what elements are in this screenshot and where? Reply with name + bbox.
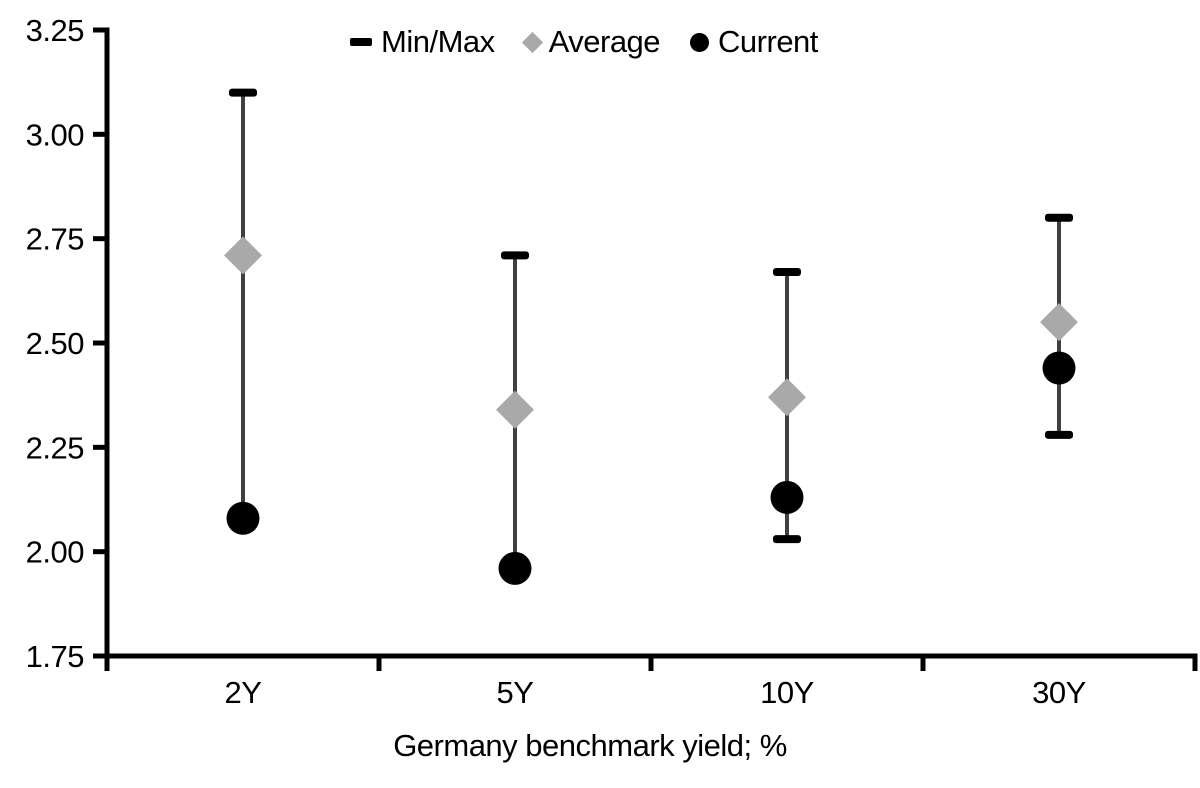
max-cap-5Y [501, 251, 529, 260]
legend-label-current: Current [718, 24, 818, 59]
average-marker-30Y [1040, 303, 1078, 342]
current-marker-2Y [226, 501, 260, 535]
y-tick-label: 3.00 [26, 117, 85, 152]
average-marker-2Y [224, 236, 262, 275]
current-circle-icon [690, 32, 710, 52]
chart-legend: Min/Max Average Current [350, 22, 818, 62]
current-marker-30Y [1042, 351, 1076, 385]
legend-label-average: Average [548, 24, 661, 59]
x-category-label: 2Y [225, 675, 262, 710]
y-tick-label: 3.25 [26, 13, 84, 48]
average-diamond-icon [521, 31, 543, 53]
min-cap-30Y [1045, 430, 1073, 439]
min-cap-10Y [773, 535, 801, 544]
average-marker-5Y [496, 390, 534, 429]
max-cap-10Y [773, 268, 801, 277]
y-tick-label: 2.50 [26, 326, 85, 361]
legend-label-minmax: Min/Max [381, 24, 495, 59]
y-tick-label: 2.00 [26, 535, 85, 570]
x-axis-title: Germany benchmark yield; % [393, 728, 787, 763]
minmax-dash-icon [350, 38, 372, 46]
x-category-label: 30Y [1032, 675, 1086, 710]
y-tick-label: 1.75 [26, 639, 84, 674]
y-tick-label: 2.75 [26, 222, 84, 257]
current-marker-5Y [498, 551, 532, 585]
y-tick-label: 2.25 [26, 430, 84, 465]
max-cap-2Y [229, 88, 257, 97]
legend-item-minmax: Min/Max [350, 24, 495, 60]
average-marker-10Y [768, 378, 806, 417]
x-category-label: 5Y [497, 675, 534, 710]
legend-item-average: Average [521, 24, 661, 60]
x-category-label: 10Y [760, 675, 814, 710]
current-marker-10Y [770, 480, 804, 514]
legend-item-current: Current [690, 24, 818, 60]
max-cap-30Y [1045, 213, 1073, 222]
